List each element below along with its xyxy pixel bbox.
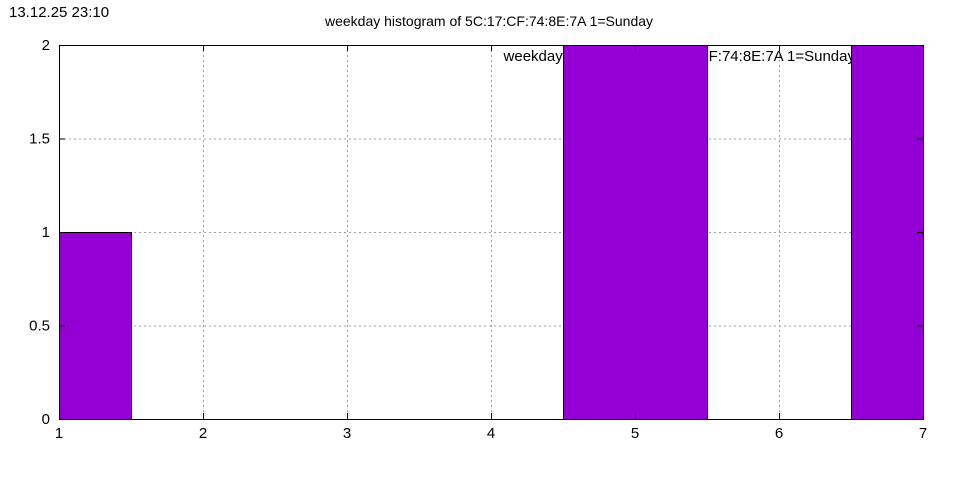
y-tick-label: 1 xyxy=(42,224,50,241)
bar xyxy=(59,232,132,420)
x-tick-label: 6 xyxy=(775,425,783,442)
y-tick-label: 0 xyxy=(42,411,50,428)
timestamp: 13.12.25 23:10 xyxy=(9,4,110,21)
y-tick-label: 0.5 xyxy=(29,318,50,335)
y-axis-tick-labels: 0 0.5 1 1.5 2 xyxy=(29,37,50,428)
x-axis-tick-labels: 1 2 3 4 5 6 7 xyxy=(55,425,927,442)
bar xyxy=(563,45,708,420)
y-tick-label: 2 xyxy=(42,37,50,54)
axis-ticks xyxy=(59,45,924,420)
chart-title: weekday histogram of 5C:17:CF:74:8E:7A 1… xyxy=(324,13,654,29)
x-tick-label: 4 xyxy=(487,425,495,442)
x-tick-label: 7 xyxy=(919,425,927,442)
x-tick-label: 1 xyxy=(55,425,63,442)
y-tick-label: 1.5 xyxy=(29,131,50,148)
x-tick-label: 2 xyxy=(199,425,207,442)
grid-lines xyxy=(59,45,923,419)
bar xyxy=(851,45,924,420)
x-tick-label: 5 xyxy=(631,425,639,442)
x-tick-label: 3 xyxy=(343,425,351,442)
